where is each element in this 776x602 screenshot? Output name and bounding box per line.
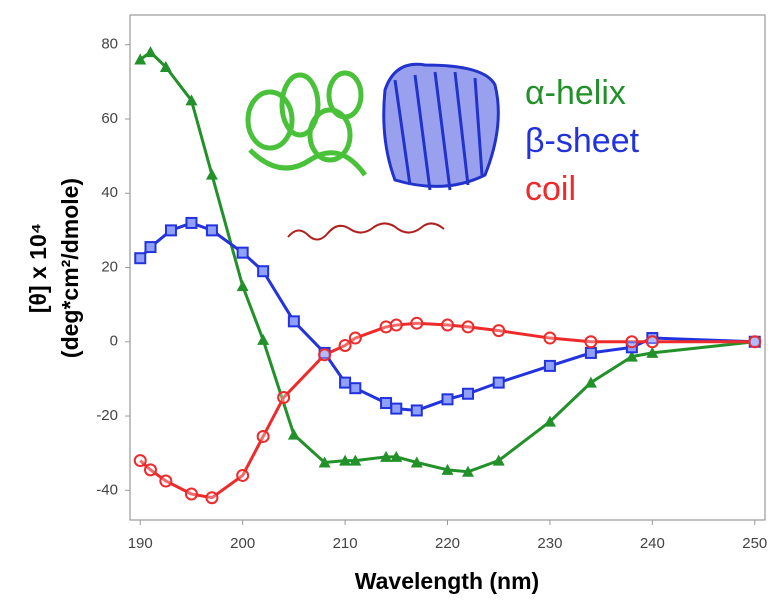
series-line bbox=[139, 50, 755, 474]
marker bbox=[205, 168, 218, 180]
marker bbox=[144, 46, 157, 58]
coil-structure bbox=[287, 222, 445, 241]
marker bbox=[461, 320, 475, 334]
marker bbox=[277, 390, 291, 404]
marker bbox=[236, 468, 250, 482]
marker bbox=[625, 335, 639, 349]
marker bbox=[645, 335, 659, 349]
marker bbox=[646, 346, 659, 358]
marker bbox=[144, 241, 157, 254]
legend-label: α-helix bbox=[525, 74, 626, 112]
marker bbox=[410, 456, 423, 468]
marker bbox=[338, 338, 352, 352]
marker bbox=[349, 382, 362, 395]
marker bbox=[543, 359, 556, 372]
x-tick-label: 230 bbox=[537, 535, 562, 552]
marker bbox=[410, 404, 423, 417]
marker bbox=[349, 454, 362, 466]
marker bbox=[389, 318, 403, 332]
series-line bbox=[139, 221, 755, 412]
marker bbox=[256, 429, 270, 443]
marker bbox=[184, 487, 198, 501]
y-axis-title: [θ] x 10⁴ bbox=[25, 223, 51, 313]
marker bbox=[348, 331, 362, 345]
marker bbox=[390, 402, 403, 415]
x-tick-label: 250 bbox=[742, 535, 767, 552]
marker bbox=[164, 224, 177, 237]
protein-illustrations bbox=[245, 62, 500, 241]
marker bbox=[159, 474, 173, 488]
marker bbox=[318, 456, 331, 468]
marker bbox=[492, 376, 505, 389]
x-tick-label: 240 bbox=[640, 535, 665, 552]
y-tick-label: 20 bbox=[101, 258, 118, 275]
marker bbox=[390, 450, 403, 462]
y-tick-label: -20 bbox=[96, 407, 118, 424]
y-tick-label: 80 bbox=[101, 36, 118, 53]
legend-label: β-sheet bbox=[525, 122, 640, 160]
x-tick-label: 190 bbox=[128, 535, 153, 552]
marker bbox=[159, 60, 172, 72]
marker bbox=[543, 415, 556, 427]
marker bbox=[410, 316, 424, 330]
y-tick-label: 0 bbox=[110, 333, 118, 350]
marker bbox=[441, 393, 454, 406]
x-tick-label: 220 bbox=[435, 535, 460, 552]
marker bbox=[287, 428, 300, 440]
marker bbox=[584, 346, 597, 359]
marker bbox=[339, 376, 352, 389]
marker bbox=[257, 265, 270, 278]
sheet-structure bbox=[382, 62, 500, 191]
y-tick-label: -40 bbox=[96, 481, 118, 498]
marker bbox=[380, 397, 393, 410]
marker bbox=[236, 246, 249, 259]
marker bbox=[236, 280, 249, 292]
y-axis-title: (deg*cm²/dmole) bbox=[57, 178, 83, 358]
marker bbox=[625, 350, 638, 362]
marker bbox=[287, 315, 300, 328]
marker bbox=[461, 465, 474, 477]
marker bbox=[257, 333, 270, 345]
x-tick-label: 200 bbox=[230, 535, 255, 552]
marker bbox=[134, 53, 147, 65]
marker bbox=[380, 450, 393, 462]
marker bbox=[143, 463, 157, 477]
marker bbox=[441, 463, 454, 475]
marker bbox=[205, 224, 218, 237]
marker bbox=[584, 335, 598, 349]
x-tick-label: 210 bbox=[333, 535, 358, 552]
marker bbox=[543, 331, 557, 345]
x-axis-title: Wavelength (nm) bbox=[355, 568, 539, 594]
marker bbox=[492, 454, 505, 466]
marker bbox=[584, 376, 597, 388]
legend-label: coil bbox=[525, 170, 576, 208]
marker bbox=[441, 318, 454, 332]
marker bbox=[318, 348, 332, 362]
marker bbox=[133, 454, 147, 468]
marker bbox=[134, 252, 147, 265]
marker bbox=[492, 324, 506, 338]
marker bbox=[379, 320, 393, 334]
marker bbox=[185, 94, 198, 106]
helix-structure bbox=[245, 70, 368, 177]
marker bbox=[185, 216, 198, 229]
y-tick-label: 60 bbox=[101, 110, 118, 127]
series-line bbox=[139, 321, 755, 500]
marker bbox=[339, 454, 352, 466]
marker bbox=[748, 335, 762, 349]
marker bbox=[461, 387, 474, 400]
y-tick-label: 40 bbox=[101, 184, 118, 201]
marker bbox=[205, 491, 219, 505]
